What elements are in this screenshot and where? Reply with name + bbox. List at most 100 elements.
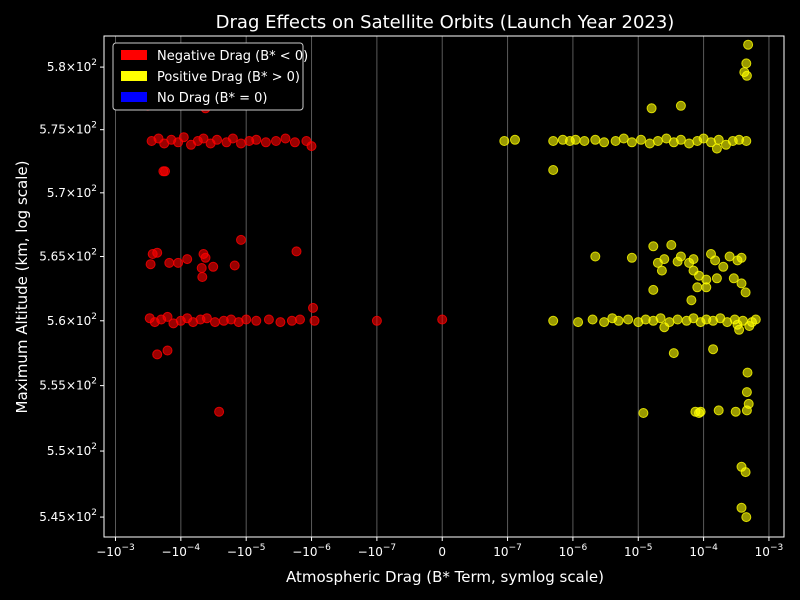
data-point: [197, 272, 208, 282]
data-point: [744, 321, 755, 331]
data-point: [734, 324, 745, 335]
data-point: [626, 252, 637, 263]
y-tick-label: 5.8×102: [47, 58, 97, 74]
y-tick-label: 5.7×102: [47, 184, 97, 200]
data-point: [610, 136, 621, 146]
data-point: [173, 257, 184, 268]
legend-swatch-negative: [121, 50, 147, 60]
x-tick-label: −10−4: [162, 543, 201, 559]
data-point: [160, 166, 170, 177]
data-point: [510, 134, 520, 145]
data-point: [613, 315, 624, 326]
data-point: [648, 284, 659, 295]
data-point: [718, 261, 729, 272]
data-point: [306, 141, 317, 152]
data-point: [675, 134, 686, 145]
scatter-points: [142, 39, 761, 523]
data-point: [251, 134, 262, 145]
data-point: [655, 313, 666, 324]
data-point: [692, 282, 703, 293]
data-point: [701, 282, 712, 293]
legend-box: [112, 42, 304, 111]
x-tick-label: 10−3: [755, 543, 784, 559]
data-point: [590, 134, 601, 145]
data-point: [599, 137, 610, 148]
data-point: [309, 315, 320, 326]
data-point: [736, 252, 747, 263]
data-point: [437, 314, 448, 325]
data-point: [251, 315, 262, 326]
legend-swatch-nodrag: [121, 92, 147, 102]
data-point: [236, 138, 246, 149]
data-point: [694, 408, 704, 418]
x-tick-label: 10−4: [689, 543, 718, 559]
data-point: [736, 502, 747, 513]
data-point: [263, 314, 274, 325]
data-point: [741, 387, 752, 398]
data-point: [162, 311, 173, 322]
data-point: [623, 314, 634, 325]
data-point: [548, 165, 559, 175]
data-point: [236, 234, 246, 245]
data-point: [750, 314, 761, 325]
x-tick-label: 10−6: [559, 543, 588, 559]
data-point: [210, 317, 220, 328]
data-point: [152, 247, 163, 258]
data-point: [672, 314, 683, 325]
data-point: [648, 241, 659, 252]
data-point: [241, 314, 252, 325]
data-point: [198, 133, 209, 144]
legend-swatch-positive: [121, 71, 147, 81]
data-point: [208, 261, 219, 272]
y-axis-label: Maximum Altitude (km, log scale): [13, 161, 31, 414]
data-point: [295, 314, 305, 325]
data-point: [713, 405, 724, 416]
data-point: [688, 254, 699, 265]
plot-frame: [103, 35, 785, 538]
data-point: [740, 467, 751, 478]
data-point: [371, 315, 382, 326]
data-point: [618, 133, 629, 144]
y-tick-label: 5.55×102: [39, 377, 97, 393]
data-point: [308, 302, 318, 313]
data-point: [724, 251, 735, 262]
data-point: [711, 143, 722, 154]
data-point: [741, 70, 752, 81]
x-axis-label: Atmospheric Drag (B* Term, symlog scale): [286, 568, 604, 586]
data-point: [708, 344, 719, 355]
legend-label-negative: Negative Drag (B* < 0): [157, 49, 308, 64]
data-point: [736, 278, 747, 289]
x-tick-label: 10−5: [624, 543, 653, 559]
data-point: [275, 317, 286, 328]
y-tick-label: 5.75×102: [39, 121, 97, 137]
data-point: [741, 405, 752, 416]
legend-label-nodrag: No Drag (B* = 0): [157, 91, 268, 106]
data-point: [286, 315, 297, 326]
data-point: [201, 313, 212, 324]
data-point: [652, 136, 663, 146]
legend-label-positive: Positive Drag (B* > 0): [157, 70, 300, 85]
data-point: [646, 103, 657, 114]
x-tick-label: −10−5: [227, 543, 266, 559]
data-point: [164, 257, 175, 268]
data-point: [182, 254, 193, 265]
y-tick-label: 5.5×102: [47, 442, 97, 458]
data-point: [289, 137, 300, 148]
data-point: [178, 132, 189, 143]
data-point: [196, 263, 207, 273]
data-point: [260, 137, 271, 148]
x-axis-ticks: −10−3 −10−4 −10−5 −10−6 −10−7 0 10−7 10−6 10−5 10…: [96, 537, 783, 559]
data-point: [659, 254, 670, 265]
data-point: [656, 265, 667, 276]
data-point: [686, 295, 697, 306]
data-point: [548, 136, 559, 146]
chart-title: Drag Effects on Satellite Orbits (Launch…: [216, 12, 675, 33]
data-point: [710, 255, 721, 266]
data-point: [728, 273, 739, 284]
data-point: [666, 240, 677, 250]
data-point: [684, 138, 695, 149]
data-point: [587, 314, 598, 325]
data-point: [668, 348, 679, 359]
data-point: [741, 58, 752, 69]
